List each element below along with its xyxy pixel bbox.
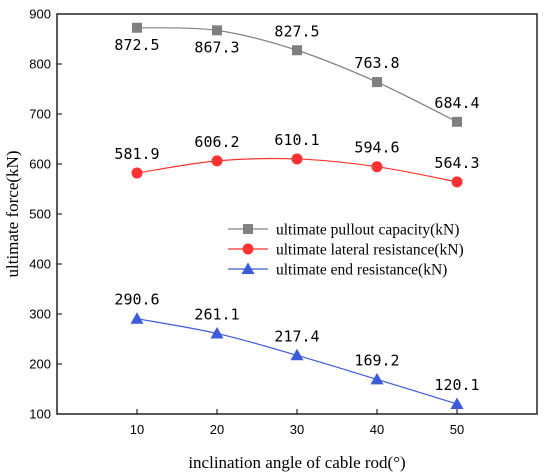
legend-marker-lateral [242,243,254,255]
y-tick-label: 900 [29,7,51,22]
point-lateral [291,153,303,165]
data-label-lateral: 594.6 [354,139,399,157]
data-label-lateral: 564.3 [434,154,479,172]
data-label-pullout: 867.3 [194,38,239,56]
series-line-pullout [136,27,458,123]
series-markers [130,22,464,409]
point-end [130,312,144,324]
point-pullout [132,22,142,33]
x-tick-label: 20 [210,422,224,437]
data-label-pullout: 684.4 [434,94,479,112]
data-label-end: 169.2 [354,351,399,369]
data-label-pullout: 827.5 [274,22,319,40]
axes: 10 20 30 40 50 100 200 300 400 500 600 700 800 900 [29,7,538,437]
data-label-lateral: 610.1 [274,131,319,149]
x-tick-label: 10 [130,422,144,437]
point-lateral [371,161,383,173]
y-tick-label: 500 [29,207,51,222]
legend-marker-pullout [243,224,253,234]
legend-label-lateral: ultimate lateral resistance(kN) [276,242,464,259]
point-pullout [372,77,382,88]
data-labels: 872.5 867.3 827.5 763.8 684.4 581.9 606.2 610.1… [114,22,479,394]
series-lines [136,27,458,405]
legend-marker-end [241,262,255,274]
point-end [370,372,384,385]
y-tick-label: 700 [29,107,51,122]
legend-label-pullout: ultimate pullout capacity(kN) [276,222,459,239]
point-end [290,348,304,361]
point-pullout [452,116,462,127]
x-axis-title: inclination angle of cable rod(°) [188,453,405,472]
y-tick-label: 400 [29,257,51,272]
y-tick-label: 800 [29,57,51,72]
point-lateral [131,167,143,179]
point-end [450,397,464,409]
y-tick-label: 200 [29,357,51,372]
y-tick-label: 600 [29,157,51,172]
y-tick-label: 100 [29,407,51,422]
data-label-lateral: 606.2 [194,133,239,151]
data-label-end: 120.1 [434,376,479,394]
data-label-end: 217.4 [274,327,319,345]
point-lateral [211,155,223,167]
data-label-lateral: 581.9 [114,145,159,163]
x-tick-label: 50 [450,422,464,437]
y-axis-title: ultimate force(kN) [3,151,22,278]
point-pullout [292,45,302,56]
point-lateral [451,176,463,188]
y-tick-label: 300 [29,307,51,322]
x-tick-label: 30 [290,422,304,437]
legend-label-end: ultimate end resistance(kN) [276,262,447,279]
point-end [210,326,224,339]
data-label-end: 290.6 [114,291,159,309]
data-label-end: 261.1 [194,305,239,323]
point-pullout [212,25,222,36]
legend: ultimate pullout capacity(kN) ultimate la… [228,222,464,279]
data-label-pullout: 872.5 [114,36,159,54]
x-tick-label: 40 [370,422,384,437]
data-label-pullout: 763.8 [354,54,399,72]
